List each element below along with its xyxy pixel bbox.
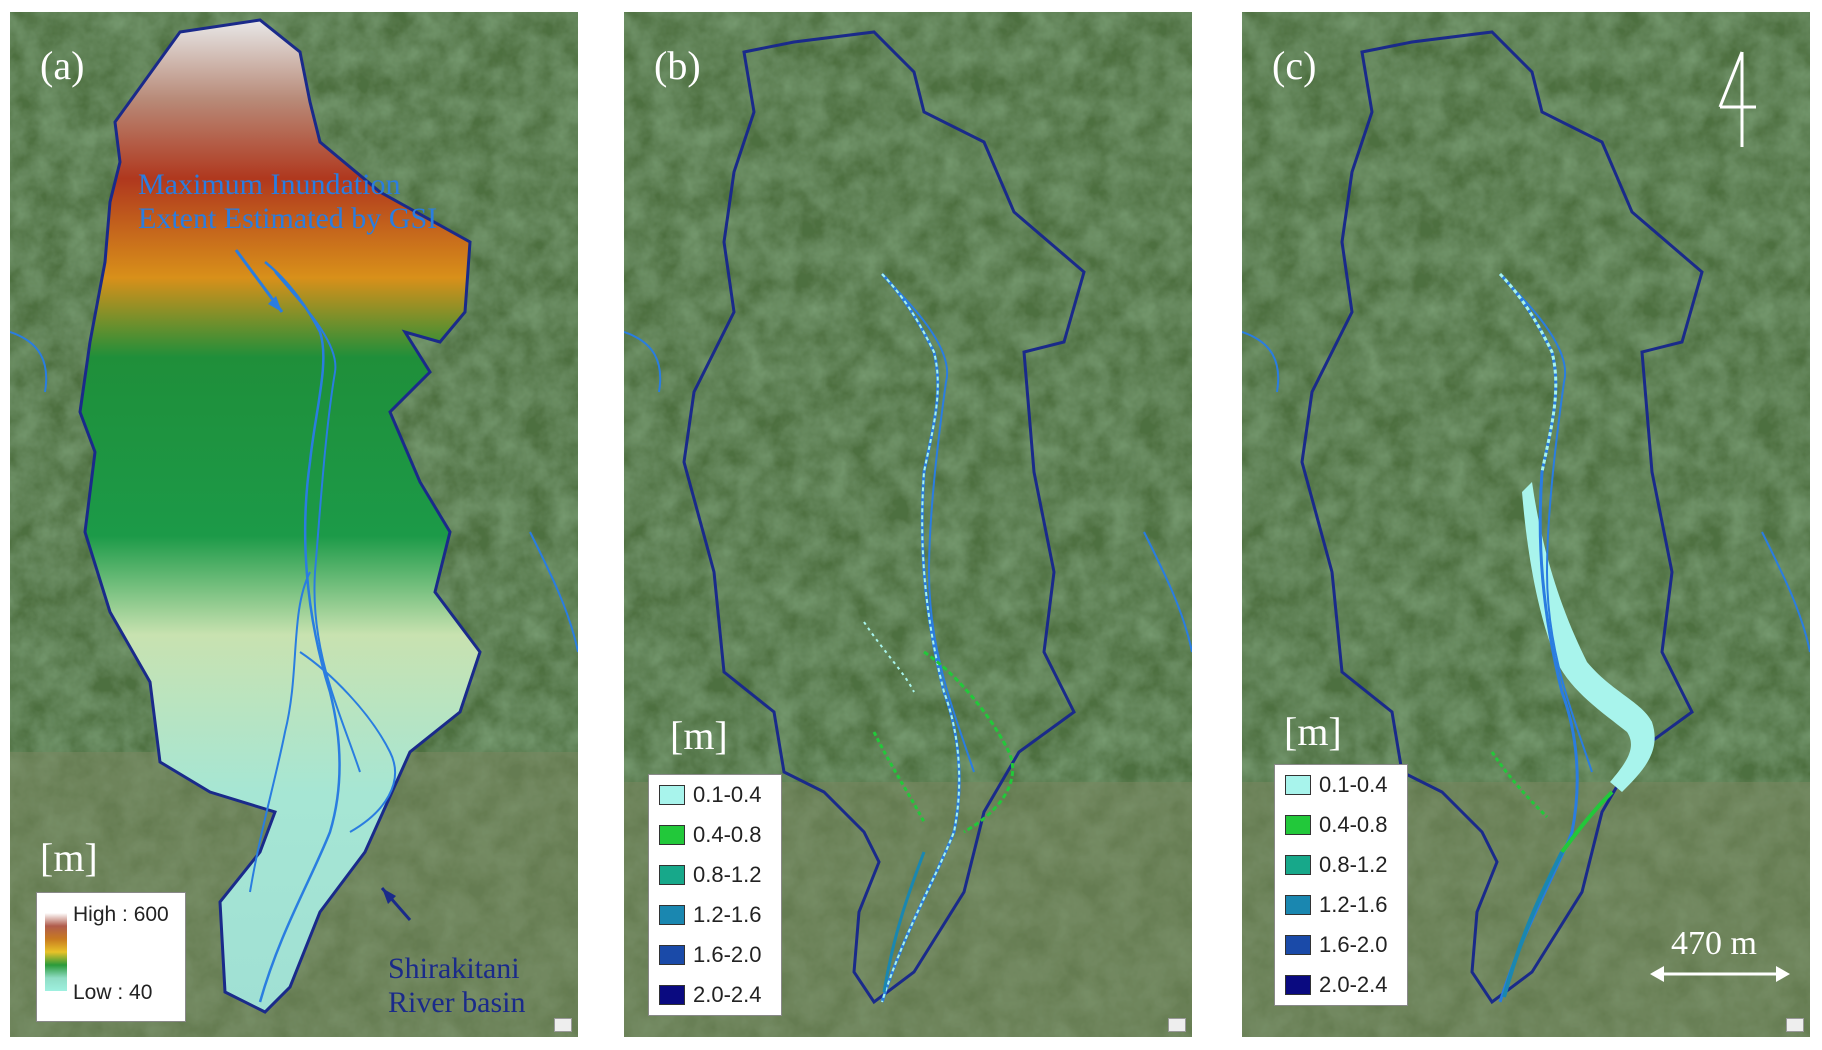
elevation-legend-high: High : 600 bbox=[73, 903, 169, 926]
panel-a-elevation-map: (a) Maximum Inundation Extent Estimated … bbox=[10, 12, 578, 1037]
depth-legend-label: 0.8-1.2 bbox=[693, 862, 762, 887]
depth-legend-item: 1.6-2.0 bbox=[649, 935, 781, 975]
basin-annotation-line1: Shirakitani bbox=[388, 952, 520, 985]
depth-legend-label: 0.4-0.8 bbox=[693, 822, 762, 847]
depth-cells-lower bbox=[882, 851, 926, 993]
depth-cells-main bbox=[881, 273, 961, 1003]
depth-cells-west-green bbox=[1490, 751, 1549, 819]
depth-legend-swatch bbox=[1285, 935, 1311, 955]
river-east bbox=[1143, 531, 1192, 653]
depth-legend-swatch bbox=[659, 945, 685, 965]
depth-legend-swatch bbox=[659, 825, 685, 845]
panel-b-unit-label: [m] bbox=[670, 713, 728, 758]
depth-legend-item: 0.4-0.8 bbox=[1275, 805, 1407, 845]
depth-legend-swatch bbox=[659, 785, 685, 805]
flood-extent-area bbox=[1522, 482, 1655, 792]
river-east bbox=[529, 531, 578, 653]
depth-legend-item: 2.0-2.4 bbox=[1275, 965, 1407, 1005]
river-branch-3 bbox=[249, 571, 311, 893]
basin-annotation-line2: River basin bbox=[388, 986, 526, 1019]
panel-a-label: (a) bbox=[40, 43, 85, 88]
elevation-color-ramp bbox=[45, 913, 67, 991]
panel-c-depth-legend: 0.1-0.4 0.4-0.8 0.8-1.2 1.2-1.6 1.6-2.0 2.0-2… bbox=[1274, 764, 1408, 1006]
map-widget-icon bbox=[1786, 1018, 1804, 1032]
depth-cells-west-green bbox=[872, 731, 926, 823]
depth-legend-label: 2.0-2.4 bbox=[1319, 972, 1388, 997]
depth-legend-item: 0.8-1.2 bbox=[1275, 845, 1407, 885]
panel-b-depth-legend: 0.1-0.4 0.4-0.8 0.8-1.2 1.2-1.6 1.6-2.0 2.0-2… bbox=[648, 774, 782, 1016]
depth-legend-item: 1.2-1.6 bbox=[1275, 885, 1407, 925]
scale-bar-label: 470 m bbox=[1671, 925, 1757, 962]
depth-legend-item: 0.1-0.4 bbox=[1275, 765, 1407, 805]
basin-boundary bbox=[682, 30, 1086, 1005]
river-branch bbox=[1506, 281, 1593, 773]
depth-legend-label: 1.2-1.6 bbox=[693, 902, 762, 927]
elevation-legend: High : 600 Low : 40 bbox=[36, 892, 186, 1022]
panel-a-map bbox=[10, 12, 578, 1037]
depth-legend-label: 1.6-2.0 bbox=[693, 942, 762, 967]
depth-legend-item: 0.1-0.4 bbox=[649, 775, 781, 815]
depth-legend-swatch bbox=[1285, 895, 1311, 915]
river-main bbox=[258, 261, 341, 1003]
river-west bbox=[10, 331, 48, 393]
river-west bbox=[624, 331, 662, 393]
depth-legend-label: 2.0-2.4 bbox=[693, 982, 762, 1007]
depth-legend-swatch bbox=[659, 865, 685, 885]
depth-legend-item: 0.4-0.8 bbox=[649, 815, 781, 855]
elevation-legend-low: Low : 40 bbox=[73, 981, 153, 1004]
river-east bbox=[1761, 531, 1810, 653]
depth-cells-upper bbox=[1498, 272, 1558, 473]
depth-legend-item: 0.8-1.2 bbox=[649, 855, 781, 895]
map-widget-icon bbox=[554, 1018, 572, 1032]
panel-c-unit-label: [m] bbox=[1284, 709, 1342, 754]
depth-legend-swatch bbox=[659, 985, 685, 1005]
depth-legend-swatch bbox=[1285, 855, 1311, 875]
north-arrow-icon bbox=[1718, 51, 1756, 147]
panel-b-depth-map: (b) [m] 0.1-0.4 0.4-0.8 0.8-1.2 1.2-1.6 1.6-… bbox=[624, 12, 1192, 1037]
river-branch bbox=[888, 281, 975, 773]
depth-legend-item: 1.2-1.6 bbox=[649, 895, 781, 935]
depth-legend-swatch bbox=[1285, 815, 1311, 835]
depth-legend-item: 2.0-2.4 bbox=[649, 975, 781, 1015]
depth-legend-label: 0.4-0.8 bbox=[1319, 812, 1388, 837]
depth-legend-swatch bbox=[659, 905, 685, 925]
panel-c-label: (c) bbox=[1272, 43, 1317, 88]
basin-boundary bbox=[1300, 30, 1704, 1005]
depth-legend-label: 0.1-0.4 bbox=[693, 782, 762, 807]
panel-b-label: (b) bbox=[654, 43, 701, 88]
panel-a-unit-label: [m] bbox=[40, 835, 98, 880]
depth-legend-label: 0.1-0.4 bbox=[1319, 772, 1388, 797]
basin-arrowhead bbox=[382, 888, 396, 904]
depth-legend-swatch bbox=[1285, 975, 1311, 995]
gsi-annotation: Maximum Inundation Extent Estimated by G… bbox=[138, 168, 437, 236]
depth-legend-label: 1.6-2.0 bbox=[1319, 932, 1388, 957]
map-widget-icon bbox=[1168, 1018, 1186, 1032]
gsi-annotation-line1: Maximum Inundation bbox=[138, 168, 401, 201]
depth-legend-label: 0.8-1.2 bbox=[1319, 852, 1388, 877]
depth-cells-lower bbox=[1502, 851, 1564, 998]
river-west bbox=[1242, 331, 1280, 393]
gsi-annotation-line2: Extent Estimated by GSI bbox=[138, 202, 438, 235]
river-branch-2 bbox=[299, 651, 396, 833]
basin-annotation: Shirakitani River basin bbox=[388, 952, 525, 1020]
depth-legend-swatch bbox=[1285, 775, 1311, 795]
river-branch-1 bbox=[274, 271, 361, 773]
depth-legend-label: 1.2-1.6 bbox=[1319, 892, 1388, 917]
gsi-arrowhead bbox=[268, 296, 282, 312]
depth-cells-confluence bbox=[1560, 790, 1614, 854]
depth-cells-tributary bbox=[863, 621, 915, 693]
scale-bar bbox=[1650, 966, 1790, 982]
depth-legend-item: 1.6-2.0 bbox=[1275, 925, 1407, 965]
depth-cells-branch-green bbox=[923, 650, 1015, 834]
panel-c-depth-map: (c) [m] 0.1-0.4 0.4-0.8 0.8-1.2 1.2-1.6 1.6-… bbox=[1242, 12, 1810, 1037]
basin-elevation-fill bbox=[78, 18, 482, 1014]
